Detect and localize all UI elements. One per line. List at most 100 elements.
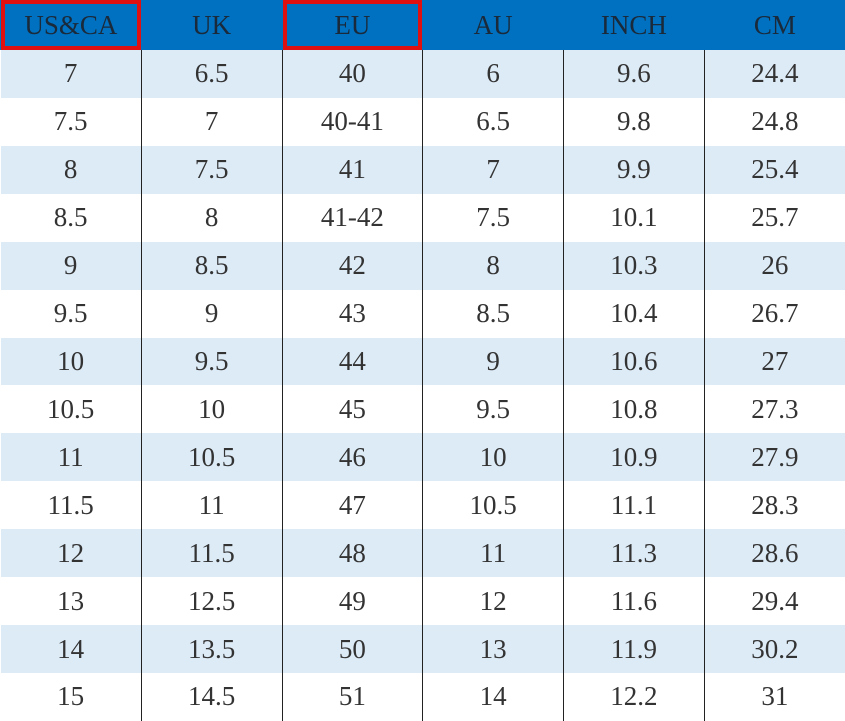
table-cell: 10 [422, 433, 564, 482]
table-cell: 44 [281, 337, 424, 386]
table-cell: 24.8 [703, 97, 845, 146]
table-cell: 8.5 [140, 241, 283, 290]
table-cell: 9.8 [563, 97, 705, 146]
table-cell: 42 [281, 241, 424, 290]
table-cell: 11.3 [563, 529, 705, 578]
table-cell: 50 [281, 625, 424, 673]
table-cell: 11.9 [563, 625, 705, 673]
table-row: 9 8.5 42 8 10.3 26 [0, 241, 845, 290]
table-cell: 10.3 [563, 241, 705, 290]
column-header: CM [703, 0, 845, 50]
table-cell: 28.6 [703, 529, 845, 578]
table-cell: 6.5 [422, 97, 564, 146]
table-cell: 13.5 [140, 625, 283, 673]
table-cell: 41-42 [281, 193, 424, 242]
table-cell: 8 [140, 193, 283, 242]
table-row: 14 13.5 50 13 11.9 30.2 [0, 625, 845, 673]
table-cell: 11 [0, 433, 142, 482]
table-cell: 10 [140, 385, 283, 434]
table-cell: 9.5 [422, 385, 564, 434]
table-row: 12 11.5 48 11 11.3 28.6 [0, 529, 845, 578]
table-cell: 7.5 [0, 97, 142, 146]
table-cell: 7.5 [422, 193, 564, 242]
table-cell: 47 [281, 481, 424, 530]
table-cell: 8 [422, 241, 564, 290]
table-cell: 10.5 [140, 433, 283, 482]
table-cell: 9.9 [563, 145, 705, 194]
table-row: 13 12.5 49 12 11.6 29.4 [0, 577, 845, 626]
table-row: 8.5 8 41-42 7.5 10.1 25.7 [0, 193, 845, 242]
table-cell: 45 [281, 385, 424, 434]
table-row: 11.5 11 47 10.5 11.1 28.3 [0, 481, 845, 530]
table-cell: 10.6 [563, 337, 705, 386]
column-header: US&CA [0, 0, 142, 50]
table-cell: 41 [281, 145, 424, 194]
table-cell: 10 [0, 337, 142, 386]
table-row: 11 10.5 46 10 10.9 27.9 [0, 433, 845, 482]
table-cell: 25.4 [703, 145, 845, 194]
table-cell: 11.5 [0, 481, 142, 530]
column-header: UK [140, 0, 282, 50]
table-cell: 11 [422, 529, 564, 578]
table-cell: 10.4 [563, 289, 705, 338]
table-cell: 10.1 [563, 193, 705, 242]
table-row: 10 9.5 44 9 10.6 27 [0, 337, 845, 386]
table-cell: 49 [281, 577, 424, 626]
table-cell: 12.2 [563, 672, 705, 721]
table-cell: 7 [422, 145, 564, 194]
table-cell: 30.2 [703, 625, 845, 673]
table-cell: 26 [703, 241, 845, 290]
table-row: 7.5 7 40-41 6.5 9.8 24.8 [0, 97, 845, 146]
table-cell: 43 [281, 289, 424, 338]
table-cell: 9.5 [140, 337, 283, 386]
table-cell: 29.4 [703, 577, 845, 626]
table-cell: 11.6 [563, 577, 705, 626]
table-cell: 40 [281, 50, 424, 98]
table-cell: 6.5 [140, 50, 283, 98]
table-cell: 10.9 [563, 433, 705, 482]
table-row: 8 7.5 41 7 9.9 25.4 [0, 145, 845, 194]
table-row: 7 6.5 40 6 9.6 24.4 [0, 50, 845, 98]
table-row: 10.5 10 45 9.5 10.8 27.3 [0, 385, 845, 434]
table-cell: 10.5 [0, 385, 142, 434]
table-cell: 27 [703, 337, 845, 386]
table-row: 9.5 9 43 8.5 10.4 26.7 [0, 289, 845, 338]
table-cell: 7.5 [140, 145, 283, 194]
table-cell: 48 [281, 529, 424, 578]
table-cell: 14 [0, 625, 142, 673]
table-cell: 27.3 [703, 385, 845, 434]
table-cell: 12.5 [140, 577, 283, 626]
table-cell: 9.5 [0, 289, 142, 338]
table-cell: 7 [0, 50, 142, 98]
table-cell: 9.6 [563, 50, 705, 98]
table-cell: 24.4 [703, 50, 845, 98]
column-header: AU [422, 0, 564, 50]
table-cell: 7 [140, 97, 283, 146]
table-cell: 11 [140, 481, 283, 530]
column-header: EU [281, 0, 423, 50]
table-cell: 51 [281, 672, 424, 721]
table-cell: 14 [422, 672, 564, 721]
table-row: 15 14.5 51 14 12.2 31 [0, 672, 845, 721]
table-cell: 9 [140, 289, 283, 338]
table-cell: 10.8 [563, 385, 705, 434]
table-cell: 40-41 [281, 97, 424, 146]
table-cell: 28.3 [703, 481, 845, 530]
table-cell: 9 [0, 241, 142, 290]
table-cell: 6 [422, 50, 564, 98]
header-row: US&CA UK EU AU INCH CM [0, 0, 845, 50]
table-cell: 14.5 [140, 672, 283, 721]
table-cell: 9 [422, 337, 564, 386]
table-cell: 11.1 [563, 481, 705, 530]
table-cell: 8 [0, 145, 142, 194]
table-cell: 12 [0, 529, 142, 578]
table-cell: 26.7 [703, 289, 845, 338]
table-cell: 8.5 [0, 193, 142, 242]
table-cell: 10.5 [422, 481, 564, 530]
table-cell: 12 [422, 577, 564, 626]
table-cell: 25.7 [703, 193, 845, 242]
table-cell: 8.5 [422, 289, 564, 338]
table-cell: 46 [281, 433, 424, 482]
